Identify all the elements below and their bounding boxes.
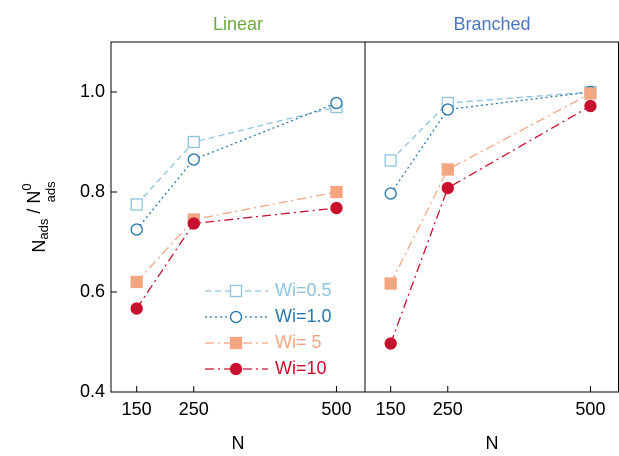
legend-label: Wi=10 — [275, 358, 327, 378]
y-tick-label: 0.8 — [80, 181, 105, 201]
x-axis-label: N — [486, 433, 499, 453]
y-tick-label: 1.0 — [80, 81, 105, 101]
x-tick-label: 150 — [122, 399, 152, 419]
marker — [330, 201, 343, 215]
y-axis-label-part: ads — [36, 218, 51, 239]
marker — [130, 198, 143, 211]
marker — [130, 275, 143, 289]
legend-label: Wi=0.5 — [275, 280, 332, 300]
marker — [330, 96, 343, 110]
legend-label: Wi= 5 — [275, 332, 322, 352]
y-axis-label-part: / N — [24, 191, 44, 219]
x-axis-label: N — [232, 433, 245, 453]
marker — [441, 163, 454, 176]
x-tick-label: 250 — [179, 399, 209, 419]
marker — [384, 154, 397, 167]
marker — [187, 153, 200, 166]
marker — [229, 336, 243, 350]
series-line — [390, 91, 591, 161]
x-tick-label: 250 — [433, 399, 463, 419]
marker — [229, 284, 243, 298]
series-line — [136, 102, 337, 230]
series-line — [136, 191, 337, 283]
series-line — [390, 91, 591, 194]
y-axis-label-part: ads — [43, 181, 58, 202]
x-tick-label: 500 — [575, 399, 605, 419]
y-axis-label-part: 0 — [19, 183, 34, 190]
panel-title: Branched — [453, 14, 530, 34]
y-axis-label: Nads / N0 ads — [19, 181, 58, 253]
y-axis-label-part: N — [29, 240, 49, 253]
marker — [384, 337, 397, 350]
marker — [187, 135, 200, 149]
marker — [330, 185, 343, 199]
marker — [441, 103, 454, 116]
marker — [384, 187, 397, 200]
legend-label: Wi=1.0 — [275, 306, 332, 326]
marker — [384, 277, 397, 290]
marker — [130, 302, 143, 315]
marker — [229, 362, 243, 376]
marker — [130, 223, 143, 236]
panel-title: Linear — [213, 14, 263, 34]
marker — [441, 181, 454, 195]
series-line — [390, 92, 591, 284]
marker — [229, 310, 243, 324]
y-tick-label: 0.4 — [80, 381, 105, 401]
marker — [584, 87, 597, 100]
x-tick-label: 500 — [321, 399, 351, 419]
marker — [584, 99, 597, 113]
series-line — [136, 106, 337, 205]
x-tick-label: 150 — [376, 399, 406, 419]
plot-frame — [364, 41, 619, 393]
marker — [187, 217, 200, 230]
y-tick-label: 0.6 — [80, 281, 105, 301]
